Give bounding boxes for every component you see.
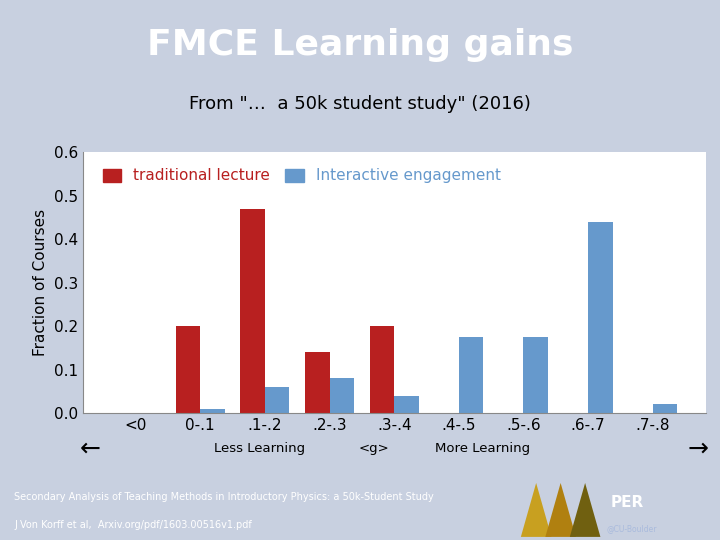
Bar (653, 404, 678, 413)
Polygon shape (521, 483, 552, 537)
Bar (265, 387, 289, 413)
Bar (523, 337, 548, 413)
Polygon shape (545, 483, 576, 537)
Text: FMCE Learning gains: FMCE Learning gains (147, 28, 573, 62)
Bar (369, 326, 395, 413)
Text: <g>: <g> (359, 442, 390, 455)
Text: @CU-Boulder: @CU-Boulder (606, 524, 657, 534)
Y-axis label: Fraction of Courses: Fraction of Courses (33, 209, 48, 356)
Bar (200, 409, 225, 413)
Text: From "…  a 50k student study" (2016): From "… a 50k student study" (2016) (189, 96, 531, 113)
Text: ←: ← (79, 436, 101, 460)
Bar (588, 222, 613, 413)
Text: →: → (688, 436, 709, 460)
Bar (395, 396, 419, 413)
Text: PER: PER (610, 495, 644, 510)
Polygon shape (570, 483, 600, 537)
Text: More Learning: More Learning (435, 442, 530, 455)
Bar (305, 352, 330, 413)
Legend: traditional lecture, Interactive engagement: traditional lecture, Interactive engagem… (96, 163, 507, 190)
Bar (240, 208, 265, 413)
Bar (176, 326, 200, 413)
Bar (459, 337, 483, 413)
Text: Secondary Analysis of Teaching Methods in Introductory Physics: a 50k-Student St: Secondary Analysis of Teaching Methods i… (14, 491, 434, 502)
Text: J Von Korff et al,  Arxiv.org/pdf/1603.00516v1.pdf: J Von Korff et al, Arxiv.org/pdf/1603.00… (14, 519, 252, 530)
Bar (330, 379, 354, 413)
Text: Less Learning: Less Learning (214, 442, 305, 455)
